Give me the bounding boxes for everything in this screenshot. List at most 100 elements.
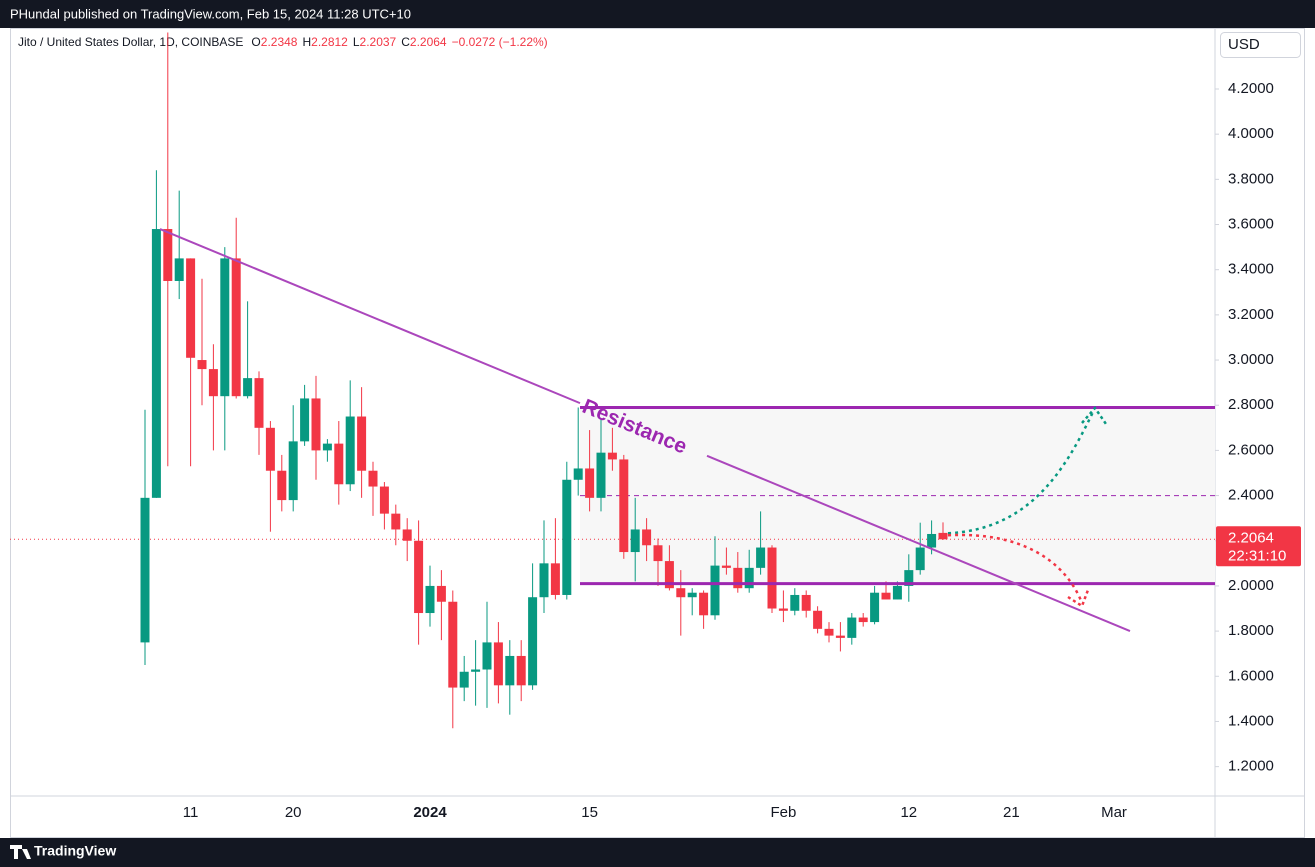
candle-body: [402, 529, 412, 541]
candle-body: [892, 585, 902, 600]
candle-body: [243, 378, 253, 397]
candle-body: [938, 532, 948, 540]
candle-body: [220, 258, 230, 397]
x-tick-label: 20: [285, 804, 302, 821]
x-tick-label: Mar: [1101, 804, 1127, 821]
candle-body: [528, 597, 538, 686]
change: −0.0272 (−1.22%): [452, 35, 548, 49]
candle-body: [870, 592, 880, 623]
candle-body: [459, 671, 469, 688]
x-tick-label: 11: [183, 804, 199, 821]
x-tick-label: 12: [900, 804, 917, 821]
footer-bar: [0, 838, 1315, 867]
candle-body: [186, 258, 196, 358]
candle-body: [607, 452, 617, 460]
candle-body: [619, 459, 629, 553]
ohlc-key: H: [302, 35, 311, 49]
trendline: [706, 454, 1131, 633]
candle-body: [414, 540, 424, 614]
candle-body: [334, 443, 344, 485]
candle-body: [471, 669, 481, 672]
y-tick-label: 1.8000: [1228, 622, 1274, 639]
candle-body: [721, 565, 731, 568]
candle-body: [915, 547, 925, 571]
candle-body: [151, 229, 161, 498]
candle-body: [231, 258, 241, 397]
footer-text: TradingView: [34, 843, 116, 859]
candle-body: [881, 592, 891, 600]
candle-body: [824, 628, 834, 636]
y-tick-label: 2.8000: [1228, 396, 1274, 413]
tv-logo: [10, 845, 31, 859]
y-tick-label: 3.2000: [1228, 306, 1274, 323]
candle-body: [505, 655, 515, 686]
y-tick-label: 3.8000: [1228, 170, 1274, 187]
candle-body: [676, 588, 686, 598]
candle-body: [653, 545, 663, 562]
candle-body: [847, 617, 857, 638]
countdown: 22:31:10: [1228, 547, 1286, 564]
legend: Jito / United States Dollar, 1D, COINBAS…: [18, 35, 548, 49]
candle-body: [357, 416, 367, 471]
ohlc-value: 2.2064: [410, 35, 447, 49]
price-label: 2.2064: [1228, 529, 1274, 546]
candle-body: [300, 398, 310, 442]
y-tick-label: 3.4000: [1228, 261, 1274, 278]
candle-body: [596, 452, 606, 498]
x-tick-label: 21: [1003, 804, 1020, 821]
candle-body: [174, 258, 184, 281]
candle-body: [425, 585, 435, 614]
trendline: [159, 228, 581, 405]
y-tick-label: 2.6000: [1228, 441, 1274, 458]
candle-body: [163, 229, 173, 281]
candle-body: [778, 608, 788, 611]
candle-body: [277, 470, 287, 501]
candle-body: [345, 416, 355, 485]
x-tick-label: 15: [581, 804, 598, 821]
candle-body: [448, 601, 458, 688]
y-tick-label: 1.4000: [1228, 712, 1274, 729]
candle-body: [288, 441, 298, 501]
candle-body: [516, 655, 526, 686]
candle-body: [197, 360, 207, 370]
candle-body: [767, 547, 777, 609]
candle-body: [311, 398, 321, 451]
candle-body: [265, 427, 275, 471]
candle-body: [585, 468, 595, 498]
candle-body: [562, 479, 572, 595]
candle-body: [927, 533, 937, 548]
candle-body: [790, 594, 800, 611]
y-tick-label: 2.4000: [1228, 487, 1274, 504]
candle-body: [733, 567, 743, 589]
ohlc-key: L: [353, 35, 360, 49]
legend-text: Jito / United States Dollar, 1D, COINBAS…: [18, 35, 548, 49]
currency: USD: [1228, 36, 1260, 53]
candle-body: [664, 561, 674, 589]
candle-body: [254, 378, 264, 428]
candle-body: [904, 570, 914, 586]
y-tick-label: 4.2000: [1228, 80, 1274, 97]
header-bar: [0, 0, 1315, 28]
candle-body: [813, 610, 823, 629]
y-tick-label: 3.6000: [1228, 215, 1274, 232]
x-tick-label: 2024: [413, 804, 447, 821]
candle-body: [379, 486, 389, 514]
candle-body: [573, 468, 583, 480]
header-text: PHundal published on TradingView.com, Fe…: [10, 6, 411, 21]
candle-body: [208, 369, 218, 397]
arrow-head: [1081, 405, 1108, 425]
candle-body: [539, 563, 549, 598]
candle-body: [801, 594, 811, 611]
ohlc-key: O: [251, 35, 260, 49]
candle-body: [756, 547, 766, 568]
y-tick-label: 2.0000: [1228, 577, 1274, 594]
candle-body: [699, 592, 709, 616]
y-tick-label: 1.2000: [1228, 758, 1274, 775]
candle-body: [322, 443, 332, 451]
candle-body: [835, 635, 845, 638]
projection-up: [947, 411, 1095, 535]
currency-box[interactable]: [1220, 32, 1301, 58]
symbol: Jito / United States Dollar, 1D, COINBAS…: [18, 35, 243, 49]
y-tick-label: 4.0000: [1228, 125, 1274, 142]
